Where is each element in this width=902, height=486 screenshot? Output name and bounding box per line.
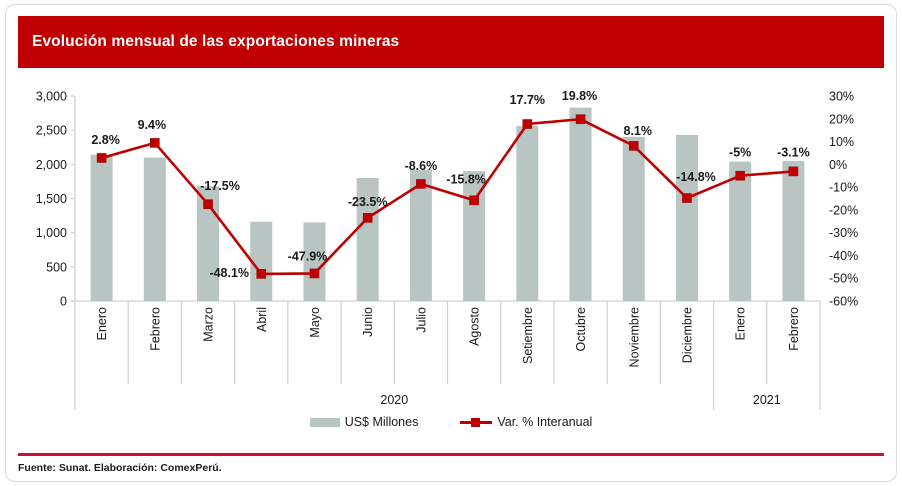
- line-marker: [416, 179, 426, 189]
- year-group-label: 2021: [753, 393, 781, 407]
- right-axis-tick-label: -10%: [829, 181, 858, 195]
- bar: [782, 160, 805, 301]
- bar: [569, 107, 592, 301]
- data-label: -15.8%: [446, 172, 486, 186]
- left-axis-tick-label: 0: [60, 295, 67, 309]
- chart-legend: US$ Millones Var. % Interanual: [0, 415, 902, 429]
- line-series-swatch-icon: [460, 417, 493, 427]
- bar: [729, 161, 752, 301]
- page-title: Evolución mensual de las exportaciones m…: [32, 33, 400, 50]
- title-banner: Evolución mensual de las exportaciones m…: [18, 16, 884, 68]
- line-marker: [203, 199, 213, 209]
- bar: [143, 157, 166, 301]
- left-axis-tick-label: 3,000: [36, 90, 67, 104]
- bar: [516, 126, 539, 301]
- line-marker: [362, 213, 373, 223]
- line-marker: [735, 170, 745, 181]
- bar: [250, 221, 273, 301]
- year-group-label: 2020: [380, 393, 408, 407]
- line-marker: [575, 114, 586, 125]
- x-category-label: Mayo: [308, 307, 322, 338]
- data-label: -14.8%: [676, 170, 716, 184]
- footer-divider: [18, 453, 884, 456]
- left-axis-tick-label: 1,000: [36, 226, 67, 240]
- x-category-label: Julio: [414, 307, 428, 333]
- line-marker: [96, 153, 107, 163]
- x-category-label: Enero: [734, 307, 748, 340]
- line-marker: [788, 166, 799, 177]
- right-axis-tick-label: 0%: [829, 158, 847, 172]
- line-marker: [256, 269, 267, 279]
- bar: [463, 171, 486, 301]
- right-axis-tick-label: -30%: [829, 226, 858, 240]
- left-axis-tick-label: 2,000: [36, 158, 67, 172]
- legend-item-bars: US$ Millones: [309, 415, 419, 429]
- data-label: -3.1%: [777, 145, 810, 159]
- data-label: -5%: [729, 146, 751, 160]
- line-marker: [150, 138, 160, 148]
- bar: [356, 178, 379, 301]
- legend-label-line: Var. % Interanual: [497, 415, 593, 429]
- x-category-label: Octubre: [574, 307, 588, 352]
- line-series: [101, 117, 794, 276]
- line-marker: [522, 119, 533, 129]
- bar: [675, 134, 698, 301]
- right-axis-tick-label: 10%: [829, 135, 854, 149]
- legend-item-line: Var. % Interanual: [460, 415, 592, 429]
- x-category-label: Junio: [361, 307, 375, 337]
- data-label: -47.9%: [288, 249, 328, 263]
- bar: [197, 186, 220, 301]
- x-category-label: Noviembre: [627, 307, 641, 367]
- source-note: Fuente: Sunat. Elaboración: ComexPerú.: [18, 462, 222, 474]
- line-marker: [682, 193, 692, 203]
- bar: [622, 137, 645, 301]
- right-axis-tick-label: -50%: [829, 272, 858, 286]
- line-marker: [469, 195, 479, 206]
- data-label: -8.6%: [405, 159, 438, 173]
- left-axis-tick-label: 500: [46, 260, 67, 274]
- data-label: 2.8%: [91, 133, 120, 147]
- x-category-label: Marzo: [202, 307, 216, 342]
- data-label: -48.1%: [209, 266, 249, 280]
- right-axis-tick-label: 30%: [829, 90, 854, 104]
- x-category-label: Diciembre: [680, 307, 694, 363]
- data-label: -23.5%: [348, 195, 388, 209]
- x-category-label: Enero: [95, 307, 109, 340]
- bar-series-swatch-icon: [309, 417, 340, 427]
- bar: [409, 169, 432, 301]
- line-marker: [628, 141, 639, 151]
- left-axis-tick-label: 2,500: [36, 124, 67, 138]
- right-axis-tick-label: -60%: [829, 295, 858, 309]
- x-category-label: Febrero: [148, 307, 162, 351]
- x-category-label: Setiembre: [521, 307, 535, 364]
- data-label: -17.5%: [200, 179, 240, 193]
- right-axis-tick-label: -40%: [829, 249, 858, 263]
- x-category-label: Agosto: [468, 307, 482, 346]
- right-axis-tick-label: -20%: [829, 203, 858, 217]
- data-label: 8.1%: [624, 124, 653, 138]
- data-label: 9.4%: [138, 118, 167, 132]
- data-label: 17.7%: [510, 93, 545, 107]
- x-category-label: Abril: [255, 307, 269, 332]
- bar: [90, 154, 113, 301]
- bar: [303, 222, 326, 301]
- line-marker: [309, 268, 320, 279]
- legend-label-bars: US$ Millones: [344, 415, 419, 429]
- data-label: 19.8%: [562, 89, 597, 103]
- right-axis-tick-label: 20%: [829, 112, 854, 126]
- left-axis-tick-label: 1,500: [36, 192, 67, 206]
- x-category-label: Febrero: [787, 307, 801, 351]
